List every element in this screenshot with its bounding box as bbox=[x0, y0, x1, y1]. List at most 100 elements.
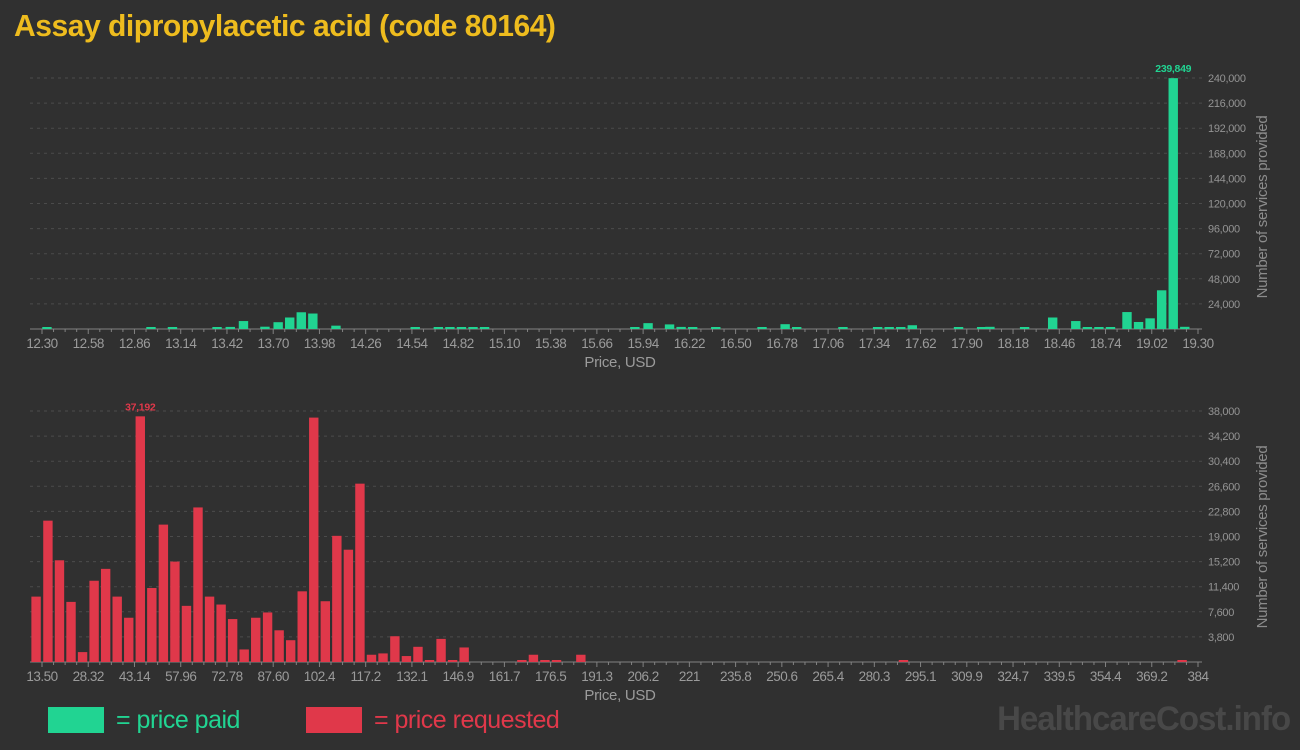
x-tick-label: 161.7 bbox=[489, 669, 520, 684]
histogram-bar[interactable] bbox=[896, 327, 906, 329]
histogram-bar[interactable] bbox=[872, 327, 883, 329]
histogram-bar[interactable] bbox=[204, 596, 215, 662]
histogram-bar[interactable] bbox=[378, 653, 388, 662]
histogram-bar[interactable] bbox=[146, 327, 156, 329]
histogram-bar[interactable] bbox=[260, 326, 270, 329]
histogram-bar[interactable] bbox=[1177, 660, 1187, 662]
histogram-bar[interactable] bbox=[309, 417, 319, 662]
histogram-bar[interactable] bbox=[576, 654, 586, 662]
histogram-bar[interactable] bbox=[170, 561, 180, 662]
histogram-bar[interactable] bbox=[355, 483, 365, 662]
y-tick-label: 7,600 bbox=[1208, 607, 1234, 619]
histogram-bar[interactable] bbox=[711, 327, 721, 329]
y-tick-label: 216,000 bbox=[1208, 98, 1246, 110]
histogram-bar[interactable] bbox=[158, 524, 169, 662]
histogram-bar[interactable] bbox=[1168, 78, 1178, 329]
histogram-bar[interactable] bbox=[676, 326, 686, 329]
histogram-bar[interactable] bbox=[181, 605, 192, 662]
histogram-bar[interactable] bbox=[1082, 327, 1093, 329]
histogram-bar[interactable] bbox=[43, 520, 53, 662]
histogram-bar[interactable] bbox=[112, 596, 122, 662]
histogram-bar[interactable] bbox=[366, 654, 377, 662]
x-tick-label: 17.62 bbox=[905, 336, 936, 351]
histogram-bar[interactable] bbox=[343, 549, 354, 662]
histogram-bar[interactable] bbox=[445, 327, 455, 329]
histogram-bar[interactable] bbox=[401, 656, 412, 662]
histogram-bar[interactable] bbox=[1047, 317, 1058, 329]
histogram-bar[interactable] bbox=[630, 327, 640, 329]
x-tick-label: 309.9 bbox=[951, 669, 982, 684]
histogram-bar[interactable] bbox=[1094, 327, 1104, 329]
histogram-bar[interactable] bbox=[285, 640, 296, 662]
histogram-bar[interactable] bbox=[884, 327, 894, 329]
histogram-bar[interactable] bbox=[1133, 321, 1144, 329]
histogram-bar[interactable] bbox=[193, 507, 203, 662]
histogram-bar[interactable] bbox=[42, 327, 52, 329]
histogram-bar[interactable] bbox=[780, 324, 790, 329]
histogram-bar[interactable] bbox=[54, 560, 65, 662]
histogram-bar[interactable] bbox=[410, 327, 420, 329]
histogram-bar[interactable] bbox=[424, 660, 435, 662]
histogram-bar[interactable] bbox=[643, 323, 653, 329]
histogram-bar[interactable] bbox=[100, 568, 111, 662]
histogram-bar[interactable] bbox=[216, 604, 226, 662]
histogram-bar[interactable] bbox=[517, 660, 527, 662]
histogram-bar[interactable] bbox=[77, 652, 88, 662]
histogram-bar[interactable] bbox=[225, 326, 235, 329]
histogram-bar[interactable] bbox=[31, 596, 41, 662]
histogram-bar[interactable] bbox=[320, 601, 331, 662]
histogram-bar[interactable] bbox=[898, 660, 909, 662]
histogram-bar[interactable] bbox=[1156, 290, 1167, 329]
histogram-bar[interactable] bbox=[447, 660, 458, 662]
histogram-bar[interactable] bbox=[89, 580, 99, 662]
histogram-bar[interactable] bbox=[687, 327, 698, 329]
histogram-bar[interactable] bbox=[757, 327, 767, 329]
histogram-bar[interactable] bbox=[479, 327, 490, 329]
histogram-bar[interactable] bbox=[308, 313, 318, 329]
histogram-bar[interactable] bbox=[1122, 312, 1132, 329]
x-tick-label: 206.2 bbox=[627, 669, 658, 684]
histogram-bar[interactable] bbox=[262, 612, 273, 662]
histogram-bar[interactable] bbox=[413, 646, 423, 662]
histogram-bar[interactable] bbox=[124, 617, 134, 662]
histogram-bar[interactable] bbox=[953, 327, 964, 329]
histogram-bar[interactable] bbox=[907, 325, 918, 329]
histogram-bar[interactable] bbox=[551, 660, 562, 662]
histogram-bar[interactable] bbox=[251, 617, 261, 662]
histogram-bar[interactable] bbox=[456, 327, 467, 329]
histogram-bar[interactable] bbox=[331, 325, 341, 329]
histogram-bar[interactable] bbox=[838, 327, 848, 329]
histogram-bar[interactable] bbox=[135, 416, 145, 662]
x-tick-label: 15.94 bbox=[627, 336, 659, 351]
histogram-bar[interactable] bbox=[459, 647, 469, 662]
histogram-bar[interactable] bbox=[792, 327, 802, 329]
histogram-bar[interactable] bbox=[66, 601, 76, 662]
histogram-bar[interactable] bbox=[297, 591, 307, 662]
histogram-bar[interactable] bbox=[1071, 321, 1081, 329]
histogram-bar[interactable] bbox=[468, 327, 478, 329]
histogram-bar[interactable] bbox=[285, 317, 295, 329]
histogram-bar[interactable] bbox=[528, 654, 539, 662]
histogram-bar[interactable] bbox=[985, 326, 995, 329]
histogram-bar[interactable] bbox=[433, 327, 444, 329]
histogram-bar[interactable] bbox=[274, 630, 284, 662]
histogram-bar[interactable] bbox=[1105, 327, 1116, 329]
histogram-bar[interactable] bbox=[1019, 327, 1030, 329]
histogram-bar[interactable] bbox=[273, 322, 283, 329]
y-tick-label: 19,000 bbox=[1208, 532, 1240, 544]
histogram-bar[interactable] bbox=[296, 312, 306, 329]
histogram-bar[interactable] bbox=[540, 660, 550, 662]
histogram-bar[interactable] bbox=[212, 327, 222, 329]
histogram-bar[interactable] bbox=[1180, 326, 1190, 329]
histogram-bar[interactable] bbox=[238, 321, 249, 329]
histogram-bar[interactable] bbox=[390, 636, 400, 662]
histogram-bar[interactable] bbox=[664, 324, 675, 329]
histogram-bar[interactable] bbox=[239, 649, 249, 662]
histogram-bar[interactable] bbox=[227, 619, 238, 662]
histogram-bar[interactable] bbox=[976, 327, 987, 329]
histogram-bar[interactable] bbox=[1145, 318, 1155, 329]
histogram-bar[interactable] bbox=[436, 638, 446, 662]
histogram-bar[interactable] bbox=[167, 327, 178, 329]
histogram-bar[interactable] bbox=[332, 535, 342, 662]
histogram-bar[interactable] bbox=[147, 588, 157, 662]
